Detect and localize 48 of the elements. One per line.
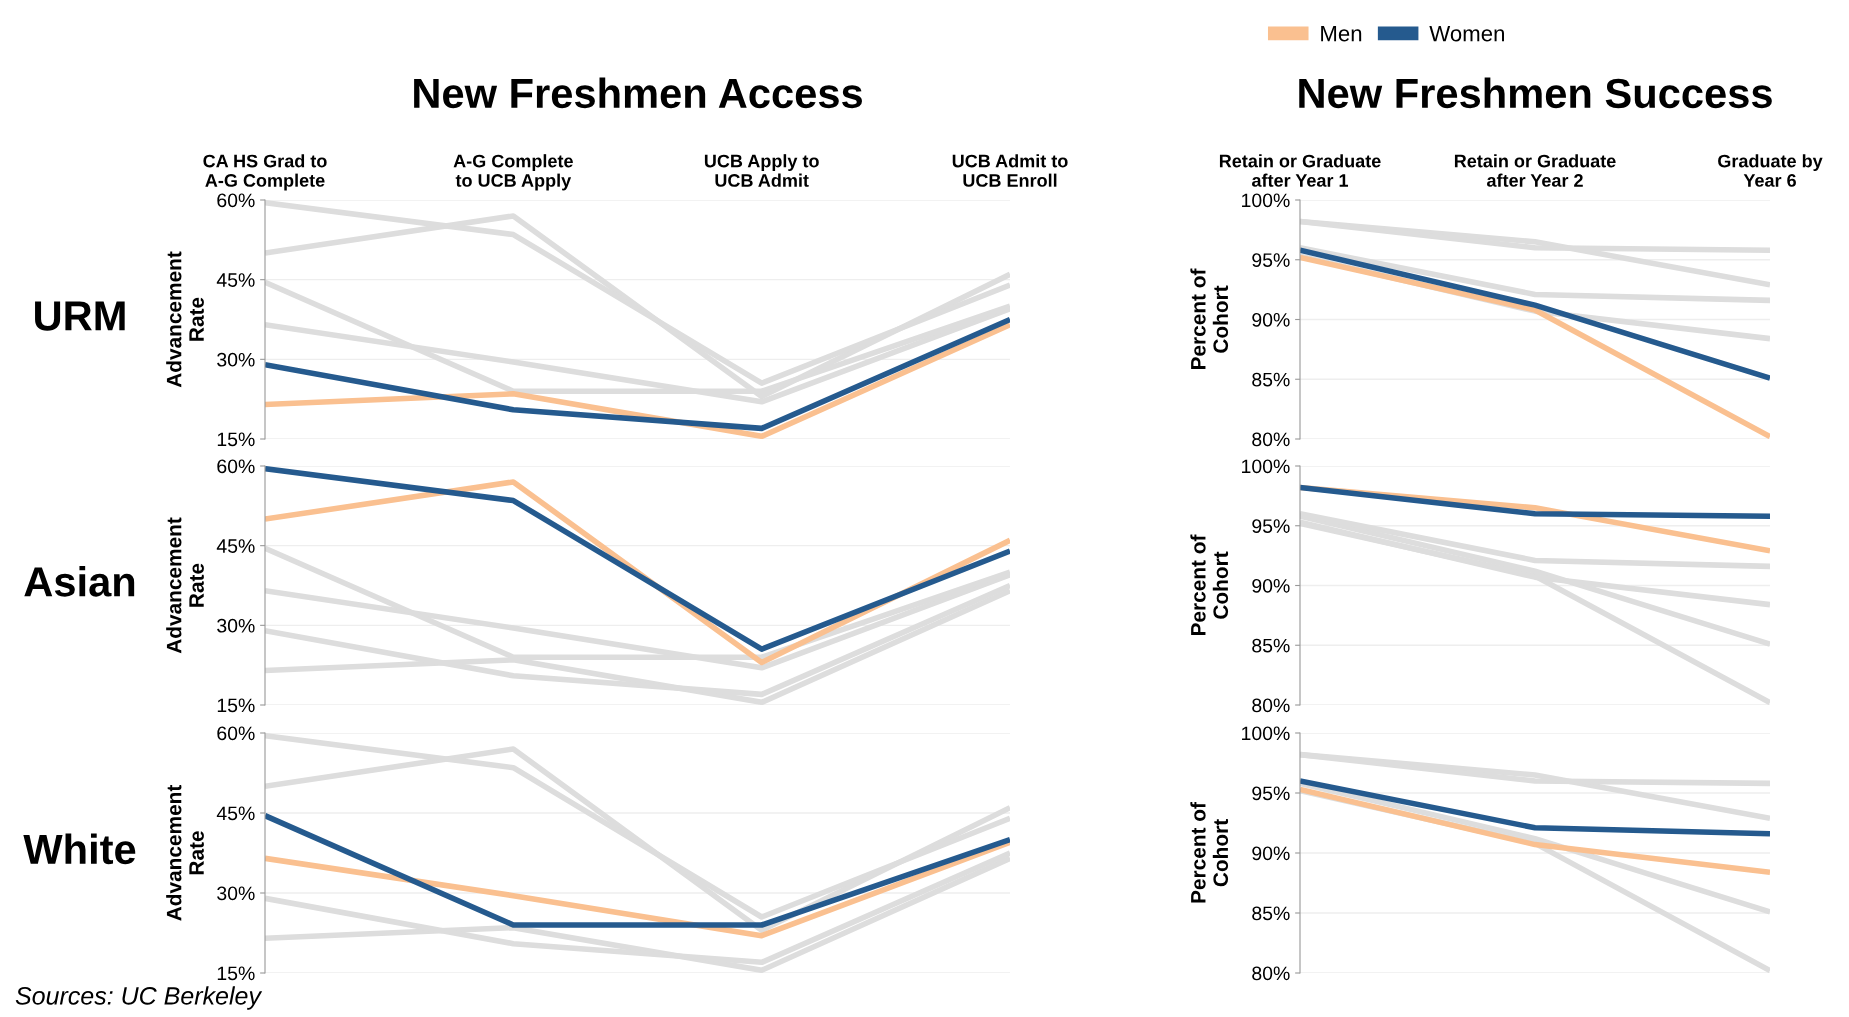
text: URM [35,301,125,331]
y-tick-label: 45% [216,273,255,287]
y-tick-label: 15% [217,698,255,713]
y-tick-label: 60% [217,459,255,474]
x-tick-label: UCB Admit to UCB Enroll [952,154,1068,187]
y-tick-label: 95% [1252,253,1290,267]
y-tick-label: 45% [216,806,255,821]
legend-label: Men [1321,25,1362,42]
text: White [23,833,136,865]
y-tick-label: 90% [1252,312,1290,327]
y-tick-label: 80% [1252,432,1290,447]
y-tick-label: 45% [216,539,255,553]
y-tick-label: 30% [217,352,255,367]
text: Asian [24,566,135,597]
x-tick-label: UCB Apply to UCB Admit [704,154,819,187]
chart-title: New Freshmen Success [1299,77,1772,109]
y-tick-label: 30% [217,886,255,901]
y-axis-title: Percent of Cohort [1190,802,1229,903]
y-tick-label: 90% [1252,846,1290,861]
y-tick-label: 100% [1242,459,1290,474]
y-tick-label: 15% [217,432,255,447]
y-tick-label: 100% [1242,193,1290,208]
y-tick-label: 95% [1252,519,1290,533]
y-tick-label: 80% [1252,698,1290,713]
y-axis-title: Advancement Rate [166,251,204,388]
source-note: Sources: UC Berkeley [15,986,263,1010]
y-axis-title: Percent of Cohort [1190,268,1229,370]
y-tick-label: 85% [1252,906,1290,921]
legend-label: Women [1429,25,1504,42]
y-tick-label: 85% [1252,638,1290,653]
y-tick-label: 85% [1252,372,1290,387]
y-tick-label: 60% [217,193,255,208]
y-tick-label: 90% [1252,578,1290,593]
y-tick-label: 15% [217,966,255,981]
x-tick-label: CA HS Grad to A-G Complete [203,154,327,191]
y-tick-label: 95% [1252,786,1290,801]
x-tick-label: A-G Complete to UCB Apply [453,154,573,191]
chart-title: New Freshmen Access [414,77,862,109]
y-tick-label: 100% [1242,726,1290,741]
x-tick-label: Retain or Graduate after Year 2 [1454,154,1616,187]
x-tick-label: Retain or Graduate after Year 1 [1219,154,1381,187]
y-axis-title: Advancement Rate [166,784,204,921]
y-tick-label: 60% [217,726,255,741]
y-tick-label: 30% [217,618,255,633]
x-tick-label: Graduate by Year 6 [1718,154,1823,187]
y-axis-title: Percent of Cohort [1190,534,1229,636]
y-tick-label: 80% [1252,966,1290,981]
y-axis-title: Advancement Rate [166,517,204,654]
